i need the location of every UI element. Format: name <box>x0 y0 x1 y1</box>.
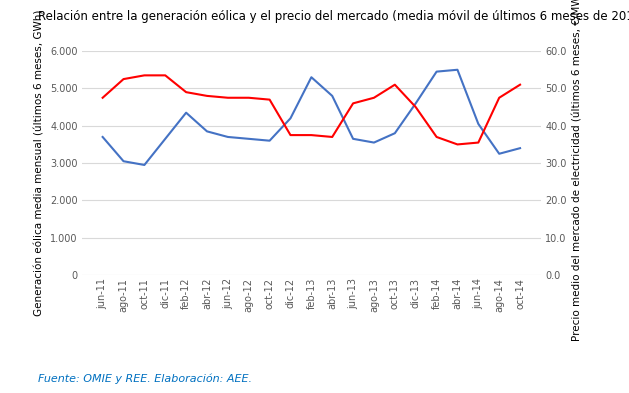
Text: Relación entre la generación eólica y el precio del mercado (media móvil de últi: Relación entre la generación eólica y el… <box>38 10 629 23</box>
Y-axis label: Generación eólica media mensual (últimos 6 meses, GWh): Generación eólica media mensual (últimos… <box>35 10 45 316</box>
Text: Fuente: OMIE y REE. Elaboración: AEE.: Fuente: OMIE y REE. Elaboración: AEE. <box>38 374 252 384</box>
Y-axis label: Precio medio del mercado de electricidad (últimos 6 meses, €/MWh): Precio medio del mercado de electricidad… <box>572 0 582 341</box>
